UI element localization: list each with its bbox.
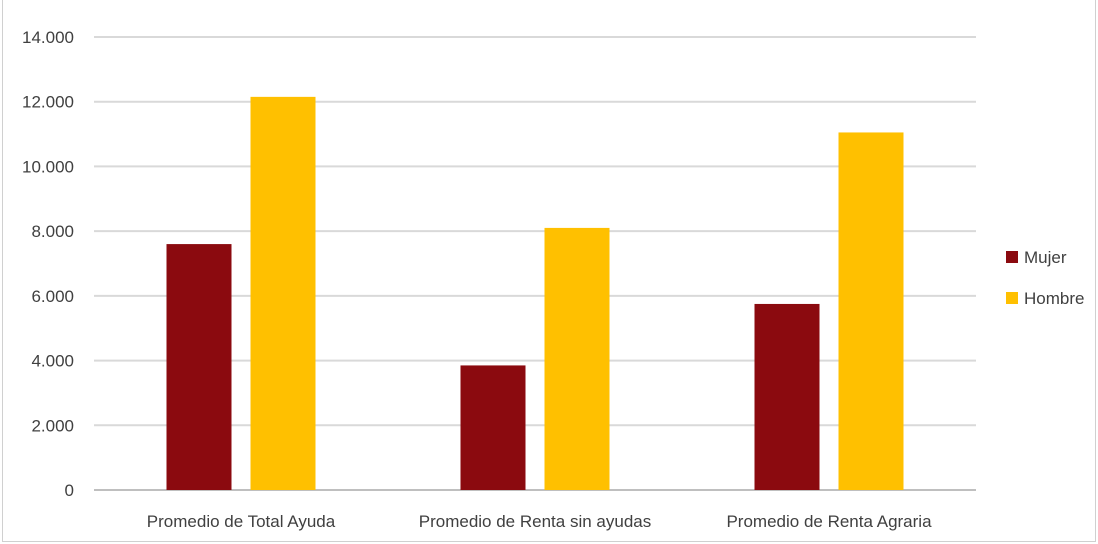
y-tick-label: 4.000 [31,352,74,371]
bar-mujer-1 [460,365,526,490]
y-axis-tick-labels: 0 2.000 4.000 6.000 8.000 10.000 12.000 14.000 [22,28,74,500]
x-category-label: Promedio de Renta sin ayudas [419,512,651,531]
bar-hombre-0 [250,96,316,490]
bars [166,96,904,491]
legend-swatch-hombre [1006,292,1018,304]
y-tick-label: 2.000 [31,416,74,435]
gridlines [94,36,976,491]
y-tick-label: 0 [65,481,74,500]
legend: Mujer Hombre [1006,248,1084,308]
legend-label-mujer: Mujer [1024,248,1067,267]
x-axis-category-labels: Promedio de Total Ayuda Promedio de Renta… [147,512,932,531]
y-tick-label: 10.000 [22,157,74,176]
legend-swatch-mujer [1006,251,1018,263]
x-category-label: Promedio de Total Ayuda [147,512,336,531]
y-tick-label: 8.000 [31,222,74,241]
bar-mujer-0 [166,244,232,490]
legend-label-hombre: Hombre [1024,289,1084,308]
y-tick-label: 12.000 [22,93,74,112]
y-tick-label: 6.000 [31,287,74,306]
x-category-label: Promedio de Renta Agraria [726,512,932,531]
bar-mujer-2 [754,303,820,490]
bar-hombre-2 [838,132,904,491]
y-tick-label: 14.000 [22,28,74,47]
bar-hombre-1 [544,227,610,490]
